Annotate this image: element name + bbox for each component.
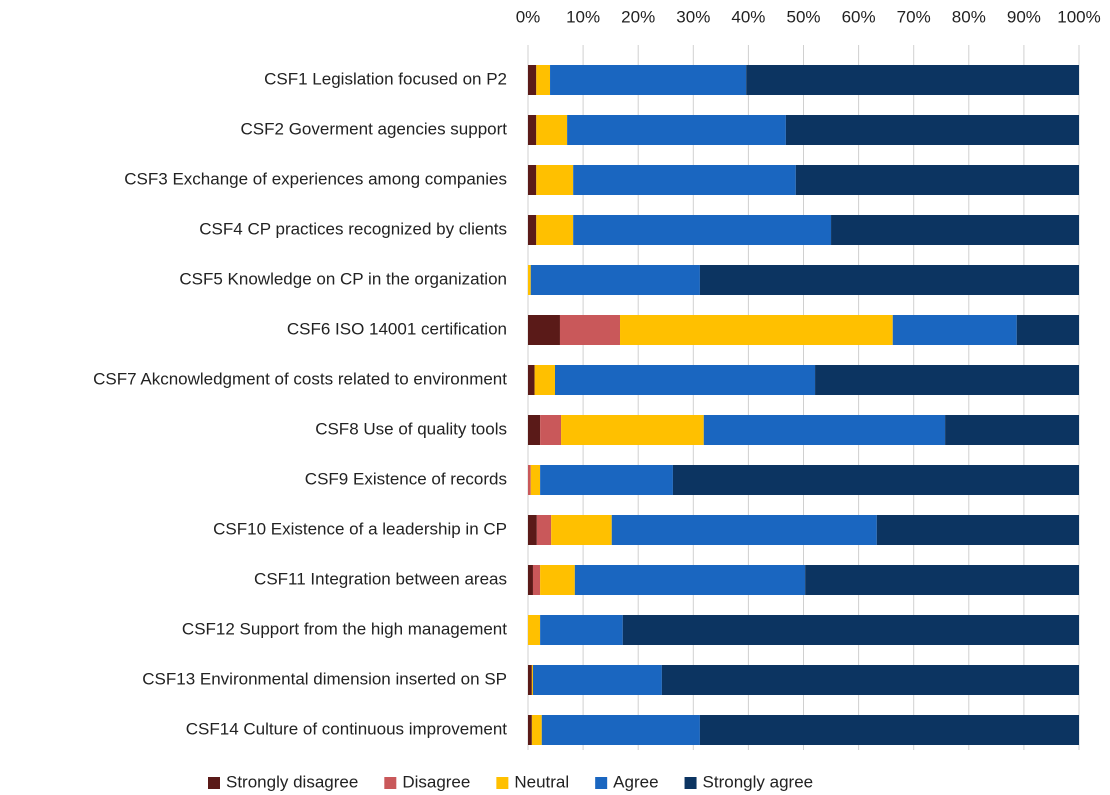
y-tick-label: CSF9 Existence of records (305, 469, 507, 488)
bar-segment (531, 715, 542, 745)
bar-segment (531, 665, 533, 695)
bar-segment (536, 115, 568, 145)
bar-segment (530, 465, 541, 495)
bar-segment (795, 165, 1079, 195)
bar-segment (534, 365, 555, 395)
legend-label: Strongly disagree (226, 772, 358, 791)
y-tick-label: CSF10 Existence of a leadership in CP (213, 519, 507, 538)
bar-segment (536, 165, 574, 195)
bar-segment (561, 415, 704, 445)
bar-segment (541, 715, 700, 745)
bar-segment (574, 565, 806, 595)
bar-segment (554, 365, 816, 395)
x-tick-label: 80% (952, 7, 986, 26)
bar-segment (528, 515, 537, 545)
y-tick-label: CSF4 CP practices recognized by clients (199, 219, 507, 238)
bar-segment (528, 65, 537, 95)
bar-segment (573, 165, 796, 195)
bar-segment (559, 315, 621, 345)
bar-segment (1016, 315, 1079, 345)
y-tick-label: CSF11 Integration between areas (254, 569, 507, 588)
legend-label: Disagree (402, 772, 470, 791)
bar-segment (528, 415, 541, 445)
bar-segment (699, 265, 1079, 295)
y-tick-label: CSF3 Exchange of experiences among compa… (124, 169, 507, 188)
x-tick-label: 30% (676, 7, 710, 26)
y-tick-label: CSF12 Support from the high management (182, 619, 507, 638)
x-tick-label: 50% (786, 7, 820, 26)
bar-segment (661, 665, 1079, 695)
bar-segment (528, 665, 532, 695)
bar-segment (551, 515, 612, 545)
y-tick-label: CSF14 Culture of continuous improvement (186, 719, 508, 738)
bar-segment (611, 515, 877, 545)
bar-segment (540, 415, 562, 445)
bar-segment (536, 215, 574, 245)
bar-segment (703, 415, 946, 445)
bar-segment (815, 365, 1079, 395)
bar-segment (528, 115, 537, 145)
bar-segment (573, 215, 832, 245)
y-tick-label: CSF6 ISO 14001 certification (287, 319, 507, 338)
bar-segment (528, 315, 560, 345)
x-tick-label: 90% (1007, 7, 1041, 26)
bar-segment (528, 215, 537, 245)
y-tick-label: CSF2 Goverment agencies support (241, 119, 508, 138)
bar-segment (528, 165, 537, 195)
bar-segment (540, 565, 575, 595)
bar-segment (699, 715, 1079, 745)
y-tick-label: CSF13 Environmental dimension inserted o… (142, 669, 507, 688)
legend-swatch (208, 777, 220, 789)
x-tick-label: 10% (566, 7, 600, 26)
bar-segment (550, 65, 747, 95)
y-tick-label: CSF1 Legislation focused on P2 (264, 69, 507, 88)
bar-segment (536, 65, 551, 95)
x-tick-label: 40% (731, 7, 765, 26)
bar-segment (672, 465, 1079, 495)
bar-segment (528, 715, 532, 745)
x-tick-label: 60% (842, 7, 876, 26)
legend-label: Agree (613, 772, 658, 791)
bar-segment (528, 265, 531, 295)
bar-segment (532, 665, 662, 695)
bar-segment (892, 315, 1017, 345)
legend-swatch (496, 777, 509, 789)
legend-swatch (384, 777, 397, 789)
y-tick-label: CSF5 Knowledge on CP in the organization (179, 269, 507, 288)
x-tick-label: 100% (1057, 7, 1100, 26)
bar-segment (528, 565, 533, 595)
bar-segment (831, 215, 1079, 245)
bar-segment (532, 565, 541, 595)
y-tick-label: CSF7 Akcnowledgment of costs related to … (93, 369, 507, 388)
bar-segment (945, 415, 1079, 445)
y-tick-label: CSF8 Use of quality tools (315, 419, 507, 438)
legend-swatch (595, 777, 608, 789)
x-tick-label: 0% (516, 7, 541, 26)
bar-segment (528, 615, 541, 645)
bar-segment (528, 465, 531, 495)
legend-label: Neutral (514, 772, 569, 791)
bar-segment (536, 515, 552, 545)
x-tick-label: 70% (897, 7, 931, 26)
bar-segment (528, 365, 535, 395)
bar-segment (567, 115, 786, 145)
bar-segment (620, 315, 893, 345)
x-tick-label: 20% (621, 7, 655, 26)
bar-segment (622, 615, 1079, 645)
legend-swatch (684, 777, 697, 789)
bar-segment (785, 115, 1079, 145)
bar-segment (530, 265, 700, 295)
bar-segment (540, 615, 623, 645)
bar-segment (746, 65, 1079, 95)
bar-segment (805, 565, 1079, 595)
bar-segment (876, 515, 1079, 545)
legend-label: Strongly agree (703, 772, 814, 791)
bar-segment (540, 465, 673, 495)
